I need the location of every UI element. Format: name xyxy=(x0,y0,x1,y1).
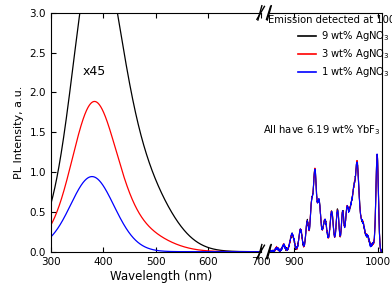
Legend: 9 wt% AgNO$_3$, 3 wt% AgNO$_3$, 1 wt% AgNO$_3$: 9 wt% AgNO$_3$, 3 wt% AgNO$_3$, 1 wt% Ag… xyxy=(268,15,392,80)
Text: All have 6.19 wt% YbF$_3$: All have 6.19 wt% YbF$_3$ xyxy=(263,123,381,136)
Text: Wavelength (nm): Wavelength (nm) xyxy=(110,270,212,283)
Y-axis label: PL Intensity, a.u.: PL Intensity, a.u. xyxy=(14,86,24,179)
Text: x45: x45 xyxy=(82,65,106,78)
